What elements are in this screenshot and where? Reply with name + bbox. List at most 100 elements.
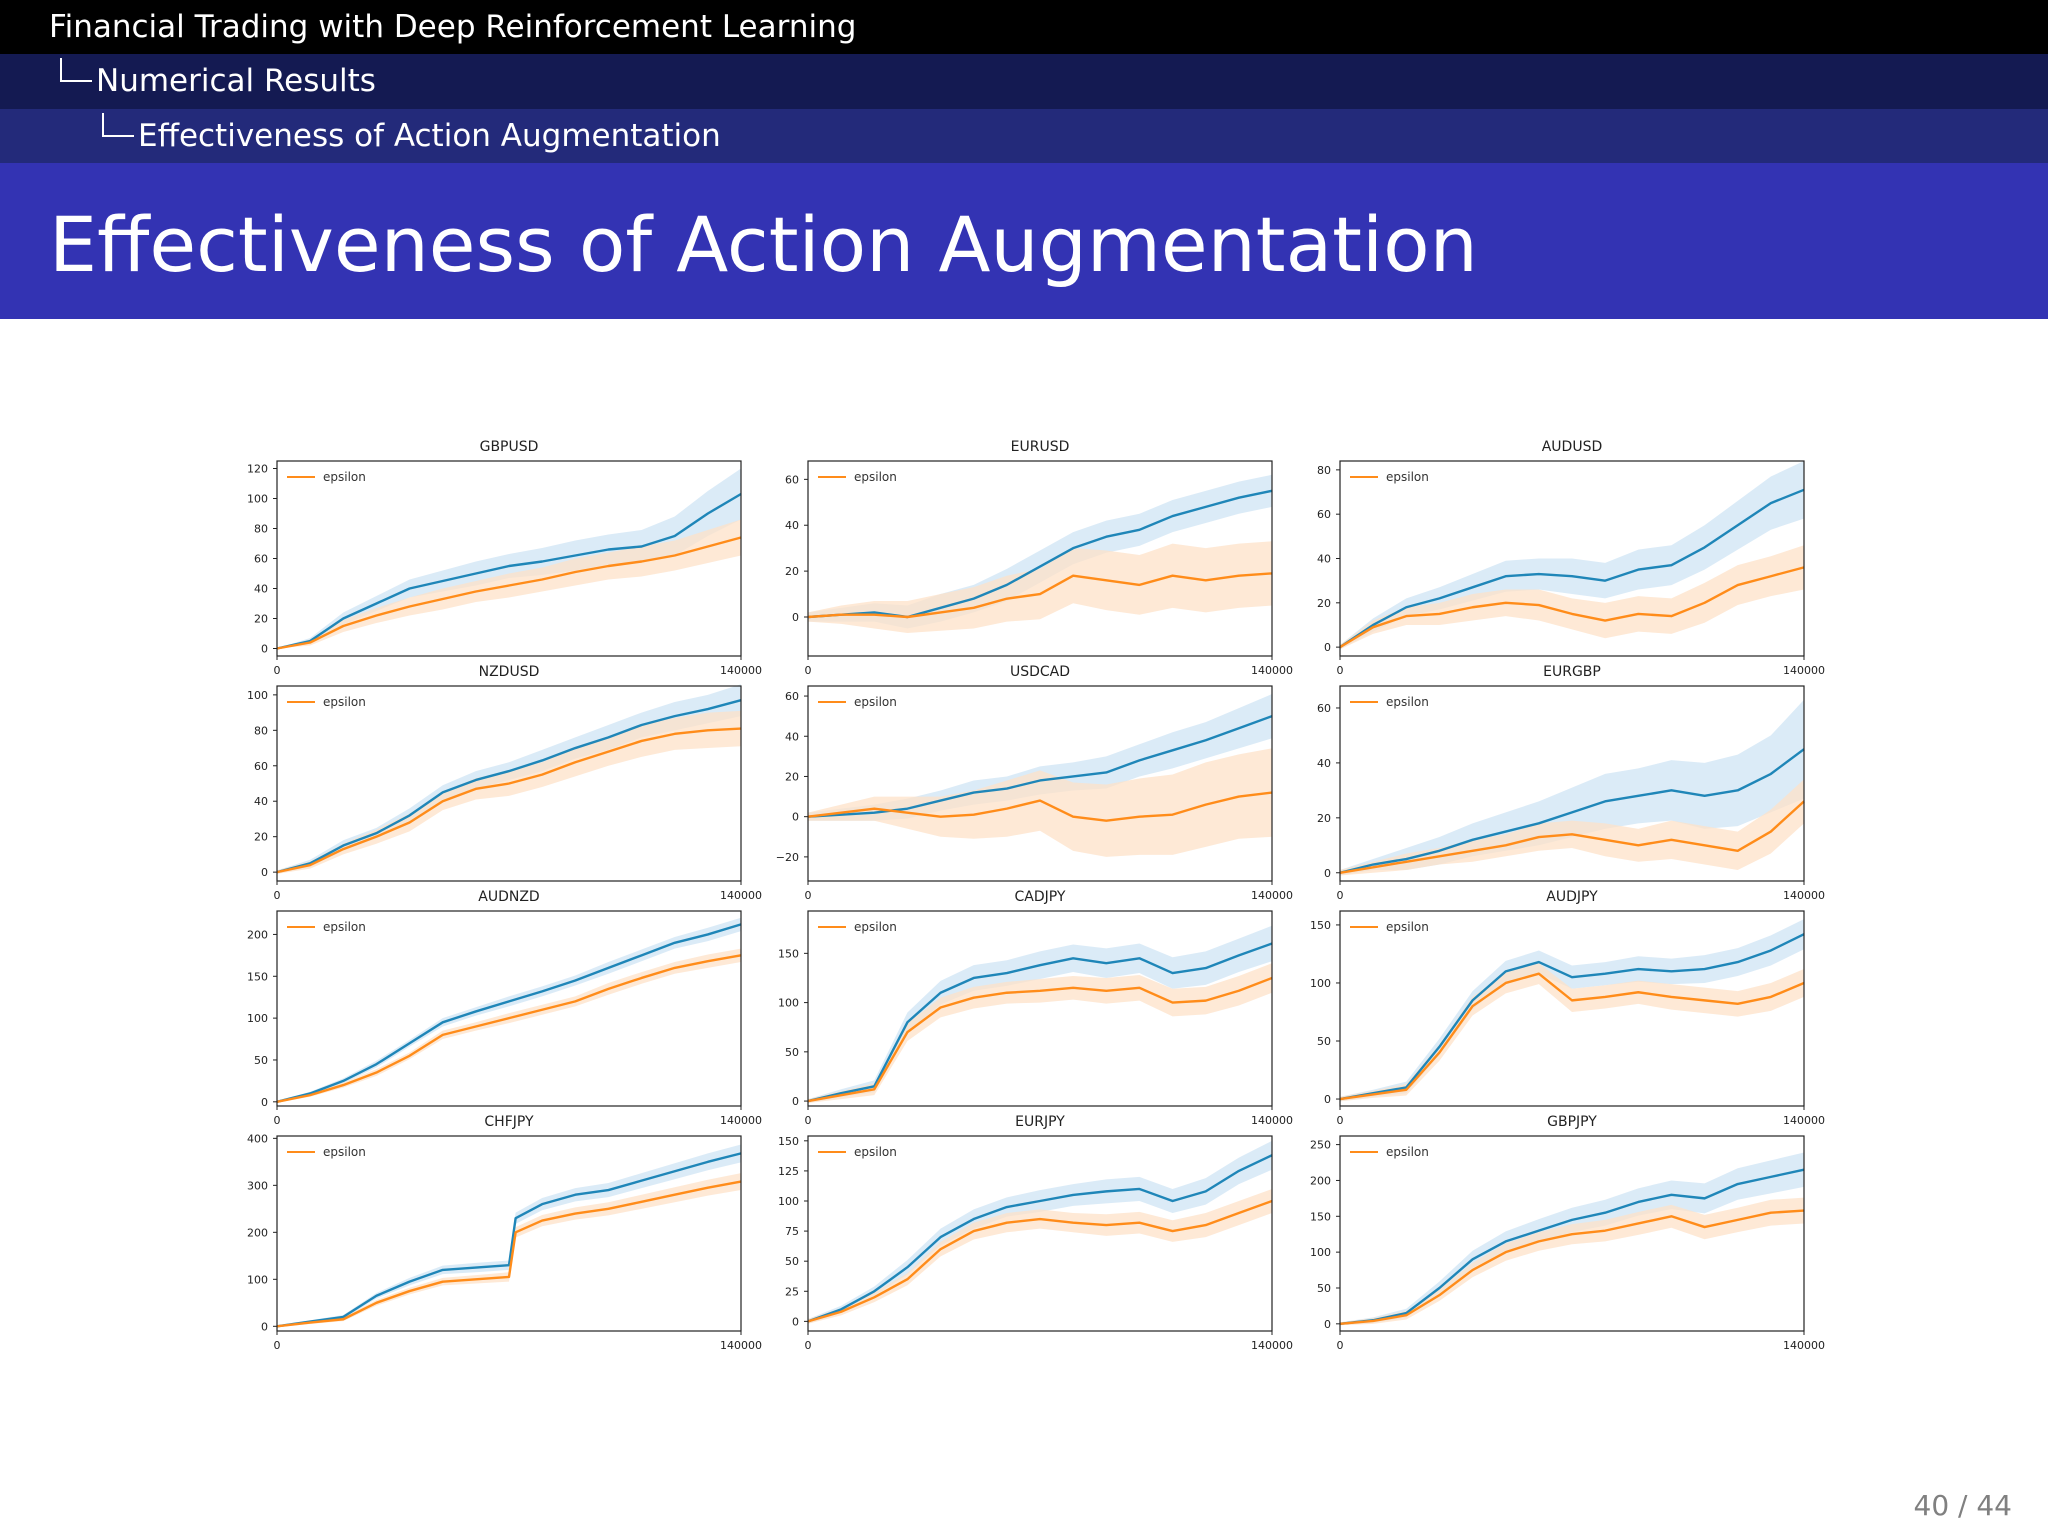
y-tick-label: 40: [785, 730, 799, 743]
confidence-band-orange: [808, 541, 1272, 634]
x-tick-label: 140000: [1783, 889, 1825, 902]
y-tick-label: 250: [1310, 1139, 1331, 1152]
series-line-blue: [1339, 1168, 1805, 1326]
y-tick-label: 40: [785, 519, 799, 532]
tree-elbow-icon: [102, 113, 134, 137]
y-tick-label: 80: [1317, 464, 1331, 477]
x-tick-label: 0: [805, 889, 812, 902]
legend-label: epsilon: [323, 470, 366, 484]
y-tick-label: 400: [247, 1132, 268, 1145]
y-tick-label: 0: [261, 1320, 268, 1333]
y-tick-label: 150: [247, 970, 268, 983]
y-tick-label: 100: [778, 1195, 799, 1208]
plot-frame: [1339, 685, 1805, 882]
chart-audusd: AUDUSD 0 20 40 60 80 0 140000 epsilon: [1317, 439, 1825, 677]
y-tick-label: 0: [1324, 1093, 1331, 1106]
y-tick-label: 0: [792, 1095, 799, 1108]
y-tick-label: 100: [778, 997, 799, 1010]
legend-label: epsilon: [854, 695, 897, 709]
y-tick-label: 40: [254, 583, 268, 596]
y-tick-label: 150: [1310, 919, 1331, 932]
x-tick-label: 140000: [1783, 1339, 1825, 1352]
chart-eurusd: EURUSD 0 20 40 60 0 140000 epsilon: [785, 439, 1293, 677]
y-tick-label: 60: [785, 690, 799, 703]
series-line-blue: [807, 942, 1273, 1103]
chart-title: EURJPY: [1015, 1114, 1065, 1130]
series-line-orange: [1339, 1209, 1805, 1326]
chart-gbpusd: GBPUSD 0 20 40 60 80 100 120 0 140000 epsilon: [247, 439, 762, 677]
y-tick-label: 80: [254, 523, 268, 536]
y-tick-label: 25: [785, 1285, 799, 1298]
breadcrumb-talk-title[interactable]: Financial Trading with Deep Reinforcemen…: [49, 9, 857, 45]
legend-label: epsilon: [323, 1145, 366, 1159]
y-tick-label: 50: [254, 1054, 268, 1067]
series-line-orange: [807, 791, 1273, 822]
series-line-blue: [276, 699, 742, 874]
tree-elbow-icon: [60, 58, 92, 82]
breadcrumb-subsubsection: Effectiveness of Action Augmentation: [0, 109, 2048, 163]
page-title: Effectiveness of Action Augmentation: [49, 200, 1478, 289]
y-tick-label: 100: [1310, 1246, 1331, 1259]
series-line-blue: [1339, 933, 1805, 1101]
y-tick-label: 40: [1317, 553, 1331, 566]
legend-label: epsilon: [854, 470, 897, 484]
chart-eurjpy: EURJPY 0 25 50 75 100 125 150 0 140000 epsilon: [778, 1114, 1293, 1352]
y-tick-label: 20: [785, 565, 799, 578]
chart-gbpjpy: GBPJPY 0 50 100 150 200 250 0 140000 epsilon: [1310, 1114, 1825, 1352]
x-tick-label: 140000: [720, 1339, 762, 1352]
breadcrumb-section-title[interactable]: Numerical Results: [96, 63, 376, 99]
x-tick-label: 0: [274, 664, 281, 677]
confidence-band-orange: [277, 519, 741, 649]
y-tick-label: 0: [792, 811, 799, 824]
series-line-orange: [276, 727, 742, 874]
y-tick-label: 60: [254, 760, 268, 773]
series-line-blue: [807, 1154, 1273, 1323]
chart-audjpy: AUDJPY 0 50 100 150 0 140000 epsilon: [1310, 889, 1825, 1127]
chart-audnzd: AUDNZD 0 50 100 150 200 0 140000 epsilon: [247, 889, 762, 1127]
confidence-band-orange: [808, 963, 1272, 1104]
series-line-orange: [807, 976, 1273, 1103]
y-tick-label: 0: [792, 1315, 799, 1328]
y-tick-label: 200: [247, 928, 268, 941]
legend-label: epsilon: [854, 1145, 897, 1159]
y-tick-label: 50: [1317, 1282, 1331, 1295]
confidence-band-blue: [808, 474, 1272, 629]
chart-title: USDCAD: [1010, 664, 1070, 680]
y-tick-label: 60: [1317, 508, 1331, 521]
chart-eurgbp: EURGBP 0 20 40 60 0 140000 epsilon: [1317, 664, 1825, 902]
plot-frame: [1339, 910, 1805, 1107]
x-tick-label: 140000: [720, 889, 762, 902]
confidence-band-orange: [808, 1188, 1272, 1324]
y-tick-label: 80: [254, 724, 268, 737]
y-tick-label: 125: [778, 1165, 799, 1178]
x-tick-label: 140000: [720, 664, 762, 677]
breadcrumb-section: Financial Trading with Deep Reinforcemen…: [0, 0, 2048, 54]
x-tick-label: 140000: [1783, 664, 1825, 677]
y-tick-label: 20: [1317, 597, 1331, 610]
confidence-band-blue: [277, 1144, 741, 1328]
plot-frame: [807, 685, 1273, 882]
confidence-band-blue: [808, 925, 1272, 1104]
page-number: 40 / 44: [1913, 1489, 2013, 1522]
x-tick-label: 140000: [720, 1114, 762, 1127]
confidence-band-orange: [808, 748, 1272, 857]
y-tick-label: 300: [247, 1179, 268, 1192]
x-tick-label: 140000: [1783, 1114, 1825, 1127]
series-line-orange: [276, 954, 742, 1103]
y-tick-label: 0: [261, 1096, 268, 1109]
y-tick-label: 60: [785, 473, 799, 486]
x-tick-label: 140000: [1251, 1339, 1293, 1352]
chart-usdcad: USDCAD −20 0 20 40 60 0 140000 epsilon: [776, 664, 1293, 902]
series-line-blue: [276, 923, 742, 1103]
x-tick-label: 0: [1337, 1114, 1344, 1127]
chart-title: EURUSD: [1011, 439, 1070, 455]
breadcrumb-subsection-title[interactable]: Effectiveness of Action Augmentation: [138, 118, 721, 154]
chart-cadjpy: CADJPY 0 50 100 150 0 140000 epsilon: [778, 889, 1293, 1127]
x-tick-label: 140000: [1251, 664, 1293, 677]
chart-title: GBPUSD: [480, 439, 539, 455]
chart-title: AUDNZD: [478, 889, 539, 905]
chart-title: CADJPY: [1015, 889, 1066, 905]
plot-frame: [807, 460, 1273, 657]
y-tick-label: 60: [254, 553, 268, 566]
